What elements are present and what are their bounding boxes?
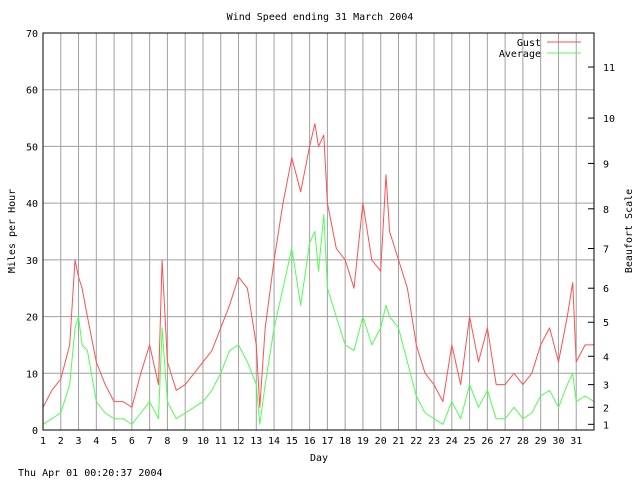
x-tick-label: 1	[40, 436, 46, 447]
x-tick-label: 17	[321, 436, 333, 447]
x-tick-label: 10	[197, 436, 209, 447]
x-tick-label: 28	[517, 436, 529, 447]
x-tick-label: 9	[182, 436, 188, 447]
x-tick-label: 13	[250, 436, 262, 447]
beaufort-tick-label: 2	[603, 403, 609, 414]
beaufort-tick-label: 4	[603, 352, 609, 363]
legend-label-gust: Gust	[517, 38, 541, 49]
beaufort-tick-label: 11	[603, 63, 615, 74]
x-tick-label: 6	[129, 436, 135, 447]
chart-title: Wind Speed ending 31 March 2004	[227, 12, 414, 23]
y-tick-label: 50	[26, 142, 38, 153]
x-axis-ticks: 1 2 3 4 5 6 7 8 9 10 11 12 13 14 15 16 17 18 19 20 21 22 23 24 2…	[40, 436, 582, 447]
x-tick-label: 11	[215, 436, 227, 447]
x-tick-label: 14	[268, 436, 280, 447]
beaufort-tick-label: 10	[603, 114, 615, 125]
x-tick-label: 25	[464, 436, 476, 447]
y-axis-ticks: 0 10 20 30 40 50 60 70	[26, 29, 38, 437]
beaufort-axis-label: Beaufort Scale	[624, 189, 635, 273]
x-tick-label: 18	[339, 436, 351, 447]
y-tick-label: 30	[26, 256, 38, 267]
x-tick-label: 21	[392, 436, 404, 447]
x-tick-label: 16	[304, 436, 316, 447]
beaufort-tick-label: 7	[603, 245, 609, 256]
x-tick-label: 7	[147, 436, 153, 447]
beaufort-tick-label: 9	[603, 159, 609, 170]
series-line-gust	[42, 123, 594, 408]
x-axis-label: Day	[310, 453, 328, 464]
x-tick-label: 30	[552, 436, 564, 447]
y-axis-label: Miles per Hour	[7, 189, 18, 273]
x-tick-label: 23	[428, 436, 440, 447]
y-tick-label: 20	[26, 313, 38, 324]
y-tick-label: 10	[26, 369, 38, 380]
x-tick-label: 4	[93, 436, 99, 447]
grid-lines	[42, 32, 594, 431]
series-line-average	[42, 214, 595, 425]
plot-frame	[42, 32, 595, 431]
beaufort-tick-label: 8	[603, 205, 609, 216]
x-tick-label: 19	[357, 436, 369, 447]
x-tick-label: 20	[375, 436, 387, 447]
y-tick-label: 0	[32, 426, 38, 437]
x-tick-label: 24	[446, 436, 458, 447]
x-tick-label: 12	[232, 436, 244, 447]
x-tick-label: 15	[286, 436, 298, 447]
beaufort-axis-ticks: 1 2 3 4 5 6 7 8 9 10 11	[588, 63, 615, 431]
x-tick-label: 5	[111, 436, 117, 447]
x-tick-label: 8	[164, 436, 170, 447]
beaufort-tick-label: 5	[603, 318, 609, 329]
x-tick-label: 22	[410, 436, 422, 447]
y-tick-label: 40	[26, 199, 38, 210]
x-tick-label: 3	[76, 436, 82, 447]
x-tick-label: 27	[499, 436, 511, 447]
legend-label-average: Average	[499, 49, 541, 60]
series-layer	[42, 123, 595, 425]
beaufort-tick-label: 1	[603, 420, 609, 431]
timestamp-footer: Thu Apr 01 00:20:37 2004	[18, 468, 163, 479]
x-tick-label: 31	[570, 436, 582, 447]
beaufort-tick-label: 6	[603, 284, 609, 295]
x-tick-label: 2	[58, 436, 64, 447]
beaufort-tick-label: 3	[603, 381, 609, 392]
y-tick-label: 60	[26, 86, 38, 97]
x-tick-label: 26	[481, 436, 493, 447]
legend: Gust Average	[499, 38, 581, 60]
y-tick-label: 70	[26, 29, 38, 40]
x-tick-label: 29	[535, 436, 547, 447]
